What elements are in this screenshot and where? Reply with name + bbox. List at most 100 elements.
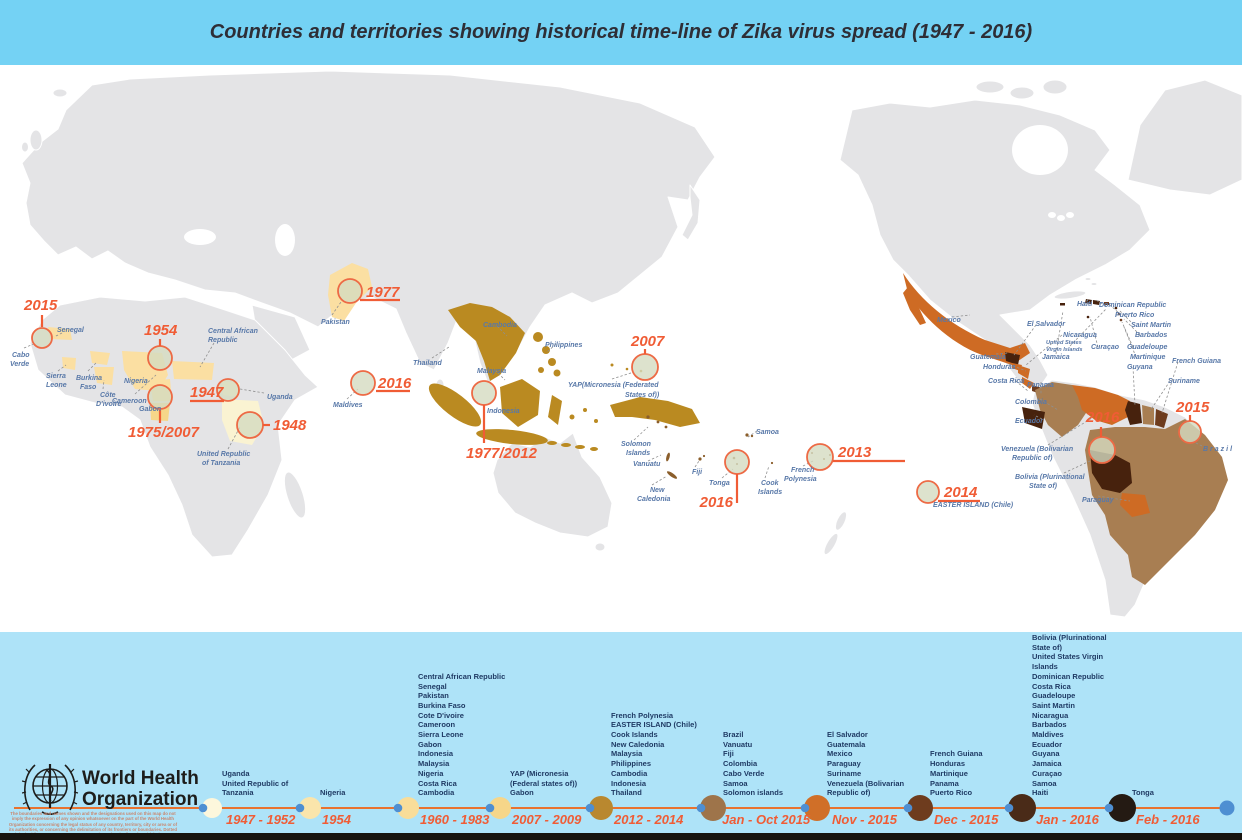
- timeline-blue-dot: [485, 803, 495, 813]
- map-label-yap-1: YAP(Micronesia (Federated: [568, 382, 659, 389]
- map-label-solomon-2: Islands: [626, 450, 650, 457]
- map-label-senegal: Senegal: [57, 327, 85, 334]
- year-pakistan: 1977: [366, 284, 400, 301]
- timeline-blue-dot: [1004, 803, 1014, 813]
- country: Costa Rica: [1032, 681, 1071, 691]
- map-label-cook-1: Cook: [761, 480, 780, 487]
- timeline-blue-dot: [393, 803, 403, 813]
- country: Cameroon: [418, 720, 456, 730]
- country: Malaysia: [611, 749, 643, 759]
- timeline-countries-jan-2016: Bolivia (Plurinational State of) United S…: [1032, 633, 1127, 798]
- country: Cambodia: [611, 768, 648, 778]
- marker-yap: [631, 353, 659, 381]
- map-label-burkina-2: Faso: [80, 384, 97, 391]
- map-label-fp-2: Polynesia: [784, 476, 817, 483]
- map-label-venezuela-1: Venezuela (Bolivarian: [1001, 446, 1073, 453]
- continent-north-america: [839, 79, 1151, 388]
- country: Bolivia (Plurinational State of): [1032, 633, 1107, 652]
- map-label-cameroon: Cameroon: [112, 398, 147, 405]
- country: Guatemala: [827, 739, 866, 749]
- country: Nicaragua: [1032, 710, 1069, 720]
- country: Haiti: [1032, 788, 1049, 798]
- country: Cote D'ivoire: [418, 710, 464, 720]
- marker-tanzania: [236, 411, 264, 439]
- country: Indonesia: [418, 749, 454, 759]
- timeline-countries-1947-1952: Uganda United Republic of Tanzania: [222, 769, 317, 798]
- timeline-blue-dot: [800, 803, 810, 813]
- map-label-martinique: Martinique: [1130, 354, 1165, 361]
- country: Gabon: [510, 788, 534, 798]
- timeline-blue-dot: [903, 803, 913, 813]
- timeline-point-1954: [295, 797, 321, 819]
- map-label-nicaragua: Nicaragua: [1063, 332, 1097, 339]
- country: Colombia: [723, 759, 758, 769]
- year-annotation-lines: [40, 298, 1192, 503]
- year-gabon: 1975/2007: [128, 424, 200, 441]
- marker-cabo-verde: [31, 327, 53, 349]
- timeline-date-jan-oct-2015: Jan - Oct 2015: [722, 812, 811, 827]
- map-label-vanuatu: Vanuatu: [633, 461, 661, 468]
- map-label-barbados: Barbados: [1135, 332, 1167, 339]
- continent-australia-oceania: [492, 432, 848, 556]
- map-label-malaysia: Malaysia: [477, 368, 506, 375]
- year-nigeria: 1954: [144, 322, 178, 339]
- map-label-honduras: Honduras: [983, 364, 1016, 371]
- year-labels: 2015 1954 1947 1948 1975/2007 1977 2016 …: [23, 284, 1210, 511]
- timeline-blue-dot: [1104, 803, 1114, 813]
- map-label-pakistan: Pakistan: [321, 319, 350, 326]
- map-area: 2015 1954 1947 1948 1975/2007 1977 2016 …: [0, 65, 1242, 632]
- country: United States Virgin Islands: [1032, 652, 1104, 672]
- map-label-haiti: Haiti: [1077, 301, 1093, 308]
- country: Senegal: [418, 681, 447, 691]
- country: Venezuela (Bolivarian Republic of): [827, 778, 905, 798]
- map-label-usvi-2: Virgin Islands: [1046, 347, 1082, 353]
- map-label-colombia: Colombia: [1015, 399, 1047, 406]
- country: Ecuador: [1032, 739, 1063, 749]
- map-label-car-1: Central African: [208, 328, 258, 335]
- timeline-date-1960-1983: 1960 - 1983: [420, 812, 490, 827]
- year-yap: 2007: [630, 333, 665, 350]
- country: French Polynesia: [611, 710, 674, 720]
- timeline-date-2012-2014: 2012 - 2014: [614, 812, 684, 827]
- map-label-yap-2: States of)): [625, 392, 660, 399]
- year-maldives: 2016: [377, 375, 412, 392]
- country-labels: Senegal Cabo Verde Sierra Leone Burkina …: [10, 301, 1232, 509]
- country: Saint Martin: [1032, 700, 1075, 710]
- country: Suriname: [827, 768, 862, 778]
- continent-eurasia: [21, 70, 716, 392]
- map-label-dominican-republic: Dominican Republic: [1099, 302, 1166, 309]
- map-label-saint-martin: Saint Martin: [1131, 322, 1171, 329]
- map-label-bolivia-2: State of): [1029, 483, 1058, 490]
- country: Uganda: [222, 768, 250, 778]
- map-label-guatemala: Guatemala: [970, 354, 1006, 361]
- map-label-fiji: Fiji: [692, 469, 703, 476]
- map-label-indonesia: Indonesia: [487, 408, 520, 415]
- country: Panama: [930, 778, 959, 788]
- country: Thailand: [611, 788, 642, 798]
- map-label-newcal-2: Caledonia: [637, 496, 671, 503]
- country: Mexico: [827, 749, 853, 759]
- timeline-point-1960-1983: [393, 797, 419, 819]
- country: Nigeria: [320, 788, 346, 798]
- year-indonesia: 1977/2012: [466, 445, 538, 462]
- country: Dominican Republic: [1032, 671, 1105, 681]
- country: Indonesia: [611, 778, 647, 788]
- year-tonga: 2016: [699, 494, 734, 511]
- bottom-border-strip: [0, 833, 1242, 840]
- country: Solomon islands: [723, 788, 784, 798]
- timeline-axis: [14, 794, 1235, 822]
- map-label-gabon: Gabon: [139, 406, 161, 413]
- timeline-countries-dec-2015: French Guiana Honduras Martinique Panama Pue…: [930, 749, 1025, 798]
- country: Martinique: [930, 768, 968, 778]
- map-label-puerto-rico: Puerto Rico: [1115, 312, 1155, 319]
- country: Puerto Rico: [930, 788, 973, 798]
- year-bolivia: 2016: [1085, 409, 1120, 426]
- map-label-mexico: Mexico: [937, 317, 961, 324]
- map-label-cabo-verde-1: Cabo: [12, 352, 30, 359]
- map-label-suriname: Suriname: [1168, 378, 1200, 385]
- country: Malaysia: [418, 759, 450, 769]
- who-name-line2: Organization: [82, 789, 198, 810]
- country: Vanuatu: [723, 739, 753, 749]
- map-label-samoa: Samoa: [756, 429, 779, 436]
